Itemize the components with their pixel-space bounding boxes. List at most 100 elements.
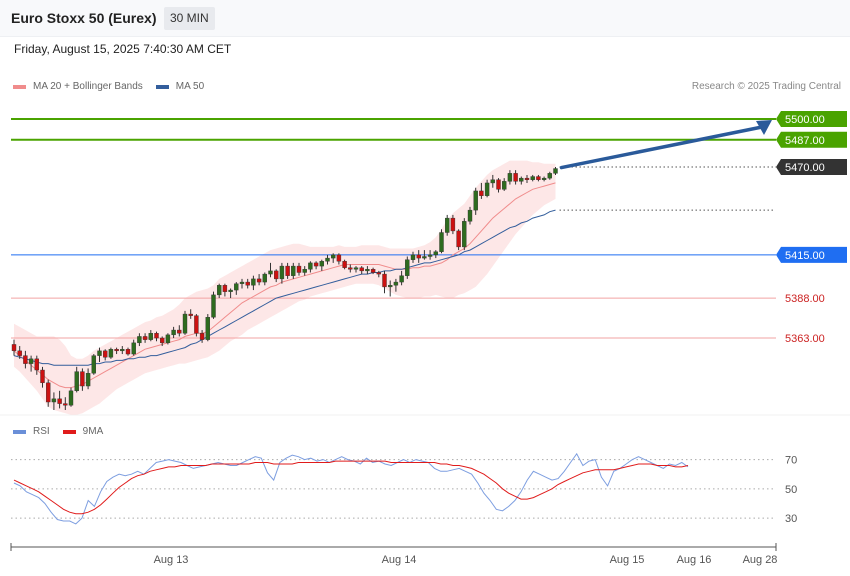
candle-body [68, 390, 74, 406]
candle-body [422, 256, 427, 259]
candle-body [496, 179, 501, 190]
candle-body [268, 270, 273, 275]
candle-body [291, 265, 296, 276]
candle-body [228, 289, 233, 292]
rsi-tick-label: 70 [785, 455, 797, 467]
candle-body [479, 190, 484, 196]
x-tick-label: Aug 28 [743, 554, 778, 566]
candle-body [336, 254, 342, 262]
candle-body [490, 179, 495, 184]
legend-item-9ma: 9MA [62, 426, 104, 437]
candle-body [308, 262, 313, 270]
candle-body [313, 262, 319, 267]
level-tag-5415.00 [776, 246, 847, 263]
x-tick-label: Aug 13 [154, 554, 189, 566]
candle-body [154, 333, 159, 339]
candle-body [536, 176, 541, 180]
candle-body [131, 342, 136, 355]
chart-title: Euro Stoxx 50 (Eurex) [11, 10, 157, 26]
candle-body [439, 232, 444, 252]
x-tick-label: Aug 15 [610, 554, 645, 566]
candle-body [159, 337, 165, 344]
rsi-line [13, 452, 689, 525]
price-labels: 5500.00 5487.00 5470.00 5415.00 5388.00 5363.… [776, 110, 847, 345]
candle-body [467, 209, 473, 222]
rsi-legend: RSI 9MA [13, 426, 116, 437]
candle-body [57, 398, 62, 404]
candle-body [239, 281, 245, 284]
candle-body [102, 350, 108, 358]
candle-body [399, 275, 404, 283]
ma20-line [13, 182, 556, 389]
candle-body [262, 273, 267, 283]
candle-body [74, 371, 79, 392]
bollinger-band [14, 160, 556, 415]
candle-body [519, 177, 524, 182]
level-tag-5470.00 [776, 158, 847, 175]
candle-body [319, 261, 324, 267]
candle-body [530, 176, 535, 180]
candle-body [541, 177, 547, 180]
candle-body [325, 257, 330, 262]
level-label-5415.00: 5415.00 [785, 250, 825, 262]
candle-body [80, 371, 85, 387]
candle-body [547, 173, 552, 179]
level-tag-5487.00 [776, 131, 847, 148]
candle-body [427, 254, 433, 257]
candle-body [473, 190, 478, 211]
legend-item-rsi: RSI [13, 426, 50, 437]
candle-body [165, 334, 171, 344]
candle-body [450, 217, 456, 232]
candle-body [393, 281, 399, 286]
candle-body [331, 254, 336, 259]
candle-body [114, 349, 119, 352]
candle-body [342, 261, 347, 268]
candle-body [125, 349, 131, 355]
rsi-panel: 70 50 30 [11, 452, 797, 525]
chart-header: Euro Stoxx 50 (Eurex) 30 MIN [0, 0, 850, 37]
moving-averages [13, 182, 556, 389]
forecast-arrow-shaft [559, 125, 764, 170]
legend-item-ma20: MA 20 + Bollinger Bands [13, 81, 143, 92]
legend-item-ma50: MA 50 [155, 81, 204, 92]
level-label-5487.00: 5487.00 [785, 135, 825, 147]
legend-swatch-rsi [13, 429, 26, 434]
candle-body [188, 313, 193, 316]
candle-body [365, 269, 370, 272]
candle-body [376, 272, 381, 275]
price-levels [11, 117, 776, 339]
candle-body [410, 254, 416, 260]
x-axis: Aug 13 Aug 14 Aug 15 Aug 16 Aug 28 [10, 543, 778, 566]
candle-body [234, 283, 239, 291]
candle-body [142, 336, 148, 340]
level-label-5470.00: 5470.00 [785, 162, 825, 174]
candle-body [46, 382, 51, 403]
rsi-tick-label: 50 [785, 484, 797, 496]
candle-body [353, 267, 359, 270]
candle-body [137, 336, 142, 344]
candle-body [296, 265, 302, 273]
rsi-ma9-line [13, 460, 689, 515]
candle-body [274, 270, 279, 280]
candle-body [433, 251, 438, 256]
candle-body [108, 349, 114, 358]
candle-body [148, 333, 154, 340]
candle-body [445, 217, 450, 233]
legend-label-ma20: MA 20 + Bollinger Bands [33, 81, 143, 92]
candle-body [51, 398, 57, 403]
candle-body [182, 313, 188, 334]
candle-body [251, 278, 256, 286]
candle-body [222, 285, 228, 292]
credit-label: Research © 2025 Trading Central [691, 81, 841, 92]
legend-label-9ma: 9MA [82, 426, 104, 437]
candle-body [23, 355, 28, 364]
candle-body [40, 369, 45, 384]
candle-body [462, 221, 467, 248]
candle-body [279, 265, 285, 280]
candle-body [359, 267, 364, 272]
interval-badge[interactable]: 30 MIN [164, 7, 215, 30]
x-tick-label: Aug 14 [382, 554, 417, 566]
candle-body [388, 285, 393, 288]
candle-body [97, 350, 102, 356]
level-label-5500.00: 5500.00 [785, 114, 825, 126]
